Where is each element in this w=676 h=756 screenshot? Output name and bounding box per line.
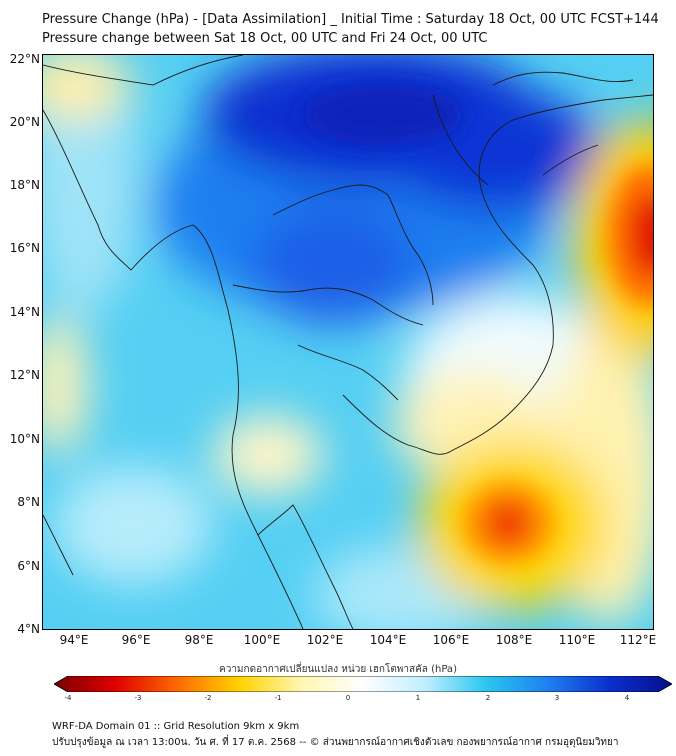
colorbar-tick: 4 bbox=[624, 694, 630, 702]
lon-tick-label: 96°E bbox=[121, 633, 151, 647]
colorbar bbox=[54, 676, 672, 692]
colorbar-label: ความกดอากาศเปลี่ยนแปลง หน่วย เฮกโตพาสคัล… bbox=[219, 664, 457, 675]
colorbar-tick: 2 bbox=[485, 694, 491, 702]
colorbar-tick: -1 bbox=[274, 694, 282, 702]
lon-tick-label: 108°E bbox=[495, 633, 533, 647]
lat-tick-label: 20°N bbox=[9, 115, 40, 129]
colorbar-tick: -3 bbox=[134, 694, 142, 702]
colorbar-tick: 0 bbox=[345, 694, 351, 702]
lon-tick-label: 104°E bbox=[369, 633, 407, 647]
lat-tick-label: 12°N bbox=[9, 368, 40, 382]
lon-tick-label: 112°E bbox=[619, 633, 657, 647]
pressure-change-map bbox=[42, 54, 654, 630]
footer-credit: ปรับปรุงข้อมูล ณ เวลา 13:00น. วัน ศ. ที่… bbox=[52, 737, 619, 748]
map-subtitle: Pressure change between Sat 18 Oct, 00 U… bbox=[42, 31, 488, 46]
colorbar-tick: 3 bbox=[554, 694, 560, 702]
colorbar-tick: -4 bbox=[64, 694, 72, 702]
lat-tick-label: 18°N bbox=[9, 178, 40, 192]
lat-tick-label: 14°N bbox=[9, 305, 40, 319]
lat-tick-label: 6°N bbox=[17, 559, 40, 573]
footer-resolution: WRF-DA Domain 01 :: Grid Resolution 9km … bbox=[52, 721, 300, 732]
lon-tick-label: 102°E bbox=[306, 633, 344, 647]
lat-tick-label: 16°N bbox=[9, 241, 40, 255]
lon-tick-label: 100°E bbox=[243, 633, 281, 647]
colorbar-tick: -2 bbox=[204, 694, 212, 702]
lon-tick-label: 106°E bbox=[432, 633, 470, 647]
coastlines bbox=[43, 55, 653, 629]
lon-tick-label: 98°E bbox=[184, 633, 214, 647]
lat-tick-label: 8°N bbox=[17, 495, 40, 509]
lat-tick-label: 22°N bbox=[9, 52, 40, 66]
lon-tick-label: 110°E bbox=[558, 633, 596, 647]
lat-tick-label: 10°N bbox=[9, 432, 40, 446]
colorbar-tick: 1 bbox=[415, 694, 421, 702]
map-title: Pressure Change (hPa) - [Data Assimilati… bbox=[42, 12, 659, 27]
lon-tick-label: 94°E bbox=[59, 633, 89, 647]
lat-tick-label: 4°N bbox=[17, 622, 40, 636]
